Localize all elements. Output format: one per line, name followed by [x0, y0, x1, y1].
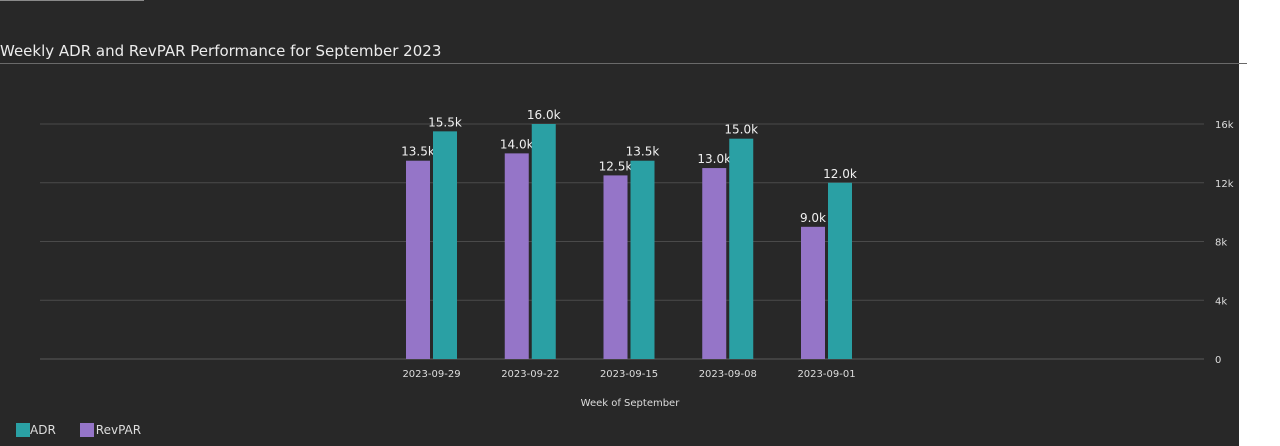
data-label: 12.5k — [599, 159, 633, 173]
x-tick-label: 2023-09-29 — [402, 369, 460, 380]
data-label: 9.0k — [800, 211, 826, 225]
data-label: 15.5k — [428, 115, 462, 129]
bar-revpar — [702, 168, 727, 359]
bar-adr — [828, 182, 852, 359]
legend: ADR RevPAR — [16, 423, 165, 437]
bar-revpar — [801, 226, 825, 359]
bar-adr — [531, 124, 556, 359]
title-divider — [0, 63, 1239, 64]
legend-label-revpar: RevPAR — [95, 423, 142, 437]
y-tick-label: 8k — [1215, 238, 1227, 249]
bar-adr — [630, 160, 655, 359]
y-tick-label: 4k — [1215, 296, 1227, 307]
chart-title: Weekly ADR and RevPAR Performance for Se… — [0, 42, 442, 60]
bar-chart: 0 4k 8k 12k 16k 13.5k 15.5k 2023-09-29 14.0k 16.0… — [40, 108, 1234, 409]
x-tick-label: 2023-09-01 — [797, 369, 855, 380]
edge-tick-mark — [1239, 63, 1247, 64]
top-tab-indicator — [0, 0, 144, 1]
bar-revpar — [504, 153, 529, 359]
data-label: 13.5k — [626, 145, 660, 159]
x-tick-label: 2023-09-08 — [699, 369, 757, 380]
data-label: 13.5k — [401, 145, 435, 159]
y-tick-label: 16k — [1215, 120, 1234, 131]
x-tick-label: 2023-09-15 — [600, 369, 658, 380]
bar-adr — [729, 138, 754, 359]
legend-item-revpar[interactable]: RevPAR — [79, 423, 142, 437]
data-label: 13.0k — [697, 152, 731, 166]
bar-adr — [433, 131, 457, 359]
legend-swatch-adr — [16, 423, 30, 437]
x-axis-title: Week of September — [581, 398, 681, 409]
data-label: 12.0k — [823, 167, 857, 181]
bar-revpar — [406, 160, 430, 359]
y-tick-label: 0 — [1215, 355, 1221, 366]
legend-label-adr: ADR — [30, 423, 56, 437]
bar-revpar — [603, 175, 628, 359]
data-label: 16.0k — [527, 108, 561, 122]
y-tick-label: 12k — [1215, 179, 1234, 190]
x-tick-label: 2023-09-22 — [501, 369, 559, 380]
legend-item-adr[interactable]: ADR — [16, 423, 56, 437]
legend-swatch-revpar — [79, 423, 94, 437]
data-label: 15.0k — [724, 123, 758, 137]
data-label: 14.0k — [500, 137, 534, 151]
